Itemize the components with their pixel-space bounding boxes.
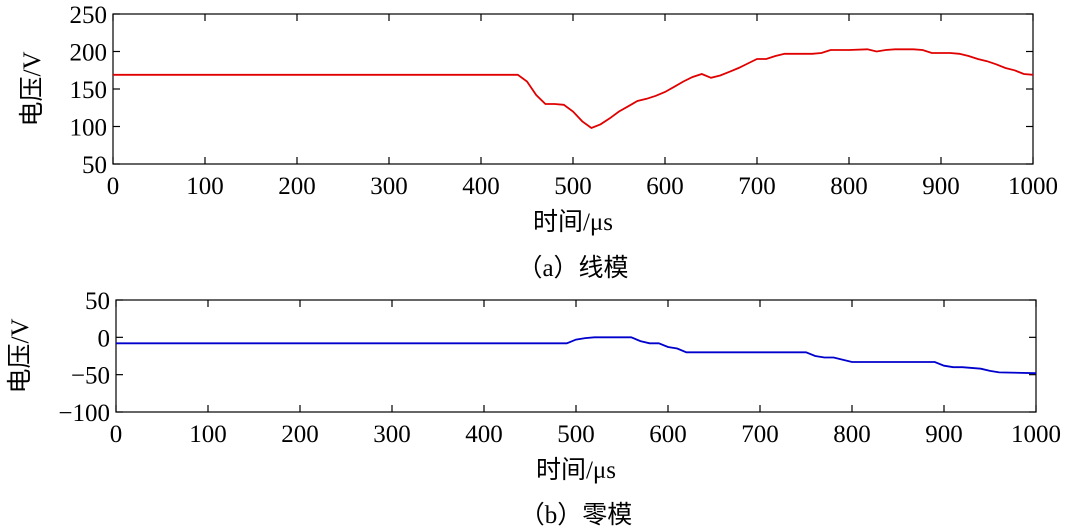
y-tick-label: 150 xyxy=(70,77,108,104)
x-tick-label: 700 xyxy=(741,421,779,448)
x-tick-label: 400 xyxy=(465,421,503,448)
zero-mode-panel: 0 100 200 300 400 500 600 700 800 900 1000 −100 −50 0… xyxy=(6,288,1061,529)
x-tick-label: 0 xyxy=(107,173,120,200)
axis-ticks-b: 0 100 200 300 400 500 600 700 800 900 1000 −100 −50 0… xyxy=(58,288,1061,448)
y-tick-label: −100 xyxy=(58,400,110,427)
y-tick-label: 250 xyxy=(70,2,108,29)
x-tick-label: 100 xyxy=(186,173,224,200)
y-tick-label: 200 xyxy=(70,40,108,67)
y-axis-label-b: 电压/V xyxy=(6,318,34,393)
y-tick-label: 0 xyxy=(98,325,111,352)
zero-mode-series xyxy=(116,336,1037,375)
plot-frame-a xyxy=(112,13,1034,165)
x-tick-label: 400 xyxy=(462,173,500,200)
x-axis-label-a: 时间/μs xyxy=(533,208,613,236)
y-tick-label: 50 xyxy=(85,288,110,315)
x-tick-label: 500 xyxy=(557,421,595,448)
y-tick-label: 100 xyxy=(70,115,108,142)
x-tick-label: 1000 xyxy=(1008,173,1058,200)
x-tick-label: 200 xyxy=(278,173,316,200)
x-tick-label: 300 xyxy=(373,421,411,448)
y-tick-label: −50 xyxy=(71,363,110,390)
caption-a: （a）线模 xyxy=(517,254,628,282)
x-tick-label: 900 xyxy=(922,173,960,200)
y-tick-label: 50 xyxy=(82,152,107,179)
line-mode-series xyxy=(113,48,1034,130)
caption-b: （b）零模 xyxy=(520,501,633,529)
line-mode-panel: 0 100 200 300 400 500 600 700 800 900 1000 50 100 150… xyxy=(18,2,1058,282)
x-tick-label: 1000 xyxy=(1011,421,1061,448)
x-tick-label: 800 xyxy=(833,421,871,448)
x-tick-label: 800 xyxy=(830,173,868,200)
x-tick-label: 0 xyxy=(110,421,123,448)
x-tick-label: 900 xyxy=(925,421,963,448)
x-tick-label: 100 xyxy=(189,421,227,448)
x-tick-label: 700 xyxy=(738,173,776,200)
axis-ticks-a: 0 100 200 300 400 500 600 700 800 900 1000 50 100 150… xyxy=(70,2,1059,200)
x-tick-label: 600 xyxy=(649,421,687,448)
x-tick-label: 200 xyxy=(281,421,319,448)
x-tick-label: 300 xyxy=(370,173,408,200)
x-tick-label: 600 xyxy=(646,173,684,200)
plot-frame-b xyxy=(115,299,1037,413)
x-axis-label-b: 时间/μs xyxy=(536,456,616,484)
y-axis-label-a: 电压/V xyxy=(18,51,46,126)
x-tick-label: 500 xyxy=(554,173,592,200)
